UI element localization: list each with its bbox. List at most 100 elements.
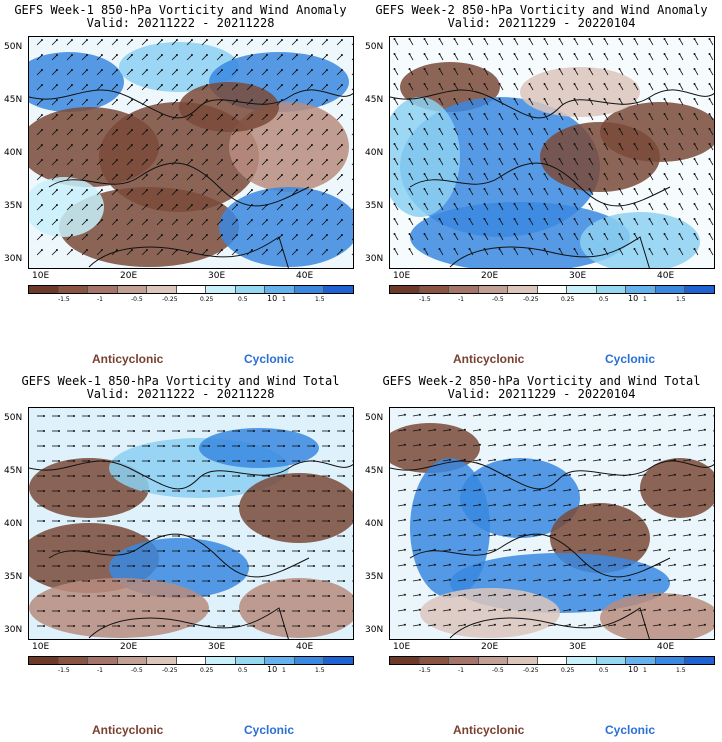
wind-vector — [261, 69, 268, 76]
wind-vector-head — [85, 249, 88, 252]
wind-vector-head — [693, 217, 696, 220]
wind-vector-head — [88, 430, 90, 432]
wind-vector — [412, 489, 420, 492]
wind-vector-head — [483, 112, 486, 115]
wind-vector-head — [648, 217, 651, 220]
wind-vector — [96, 204, 103, 211]
wind-vector-head — [310, 249, 313, 252]
wind-vector-head — [438, 82, 441, 85]
wind-vector — [592, 564, 600, 567]
wind-vector — [351, 88, 353, 91]
wind-vector-head — [448, 473, 451, 476]
wind-vector — [141, 174, 148, 181]
wind-vector-head — [148, 565, 150, 567]
colorbar-label: -0.25 — [162, 667, 178, 674]
wind-vector-head — [433, 533, 436, 536]
wind-vector-head — [343, 595, 345, 597]
wind-vector-head — [40, 99, 43, 102]
wind-vector — [66, 189, 73, 196]
wind-vector-head — [298, 520, 300, 522]
wind-vector — [81, 219, 88, 226]
wind-vector-head — [220, 129, 223, 132]
wind-vector-head — [100, 99, 103, 102]
wind-vector — [216, 84, 223, 91]
wind-vector-head — [343, 550, 345, 552]
wind-vector-head — [250, 159, 253, 162]
wind-vector-head — [235, 39, 238, 42]
wind-vector — [559, 188, 564, 196]
wind-vector — [336, 144, 343, 151]
wind-vector — [171, 129, 178, 136]
wind-vector — [336, 54, 343, 61]
wind-vector-head — [190, 114, 193, 117]
wind-vector — [351, 163, 353, 166]
wind-vector — [321, 174, 328, 181]
wind-vector — [51, 219, 58, 226]
wind-vector — [484, 248, 489, 256]
wind-vector-head — [498, 67, 501, 70]
wind-vector — [246, 54, 253, 61]
wind-vector-head — [538, 518, 541, 521]
wind-vector-head — [588, 82, 591, 85]
wind-vector-head — [673, 578, 676, 581]
wind-vector-head — [175, 54, 178, 57]
colorbar-label: -1 — [97, 296, 103, 303]
wind-vector-head — [175, 234, 178, 237]
wind-vector — [397, 609, 405, 612]
wind-vector-head — [583, 458, 586, 461]
wind-vector-head — [678, 232, 681, 235]
wind-vector-head — [208, 580, 210, 582]
wind-vector-head — [328, 535, 330, 537]
wind-vector — [412, 519, 420, 522]
wind-vector — [664, 83, 669, 91]
wind-vector-head — [598, 473, 601, 476]
wind-vector — [336, 99, 343, 106]
wind-vector — [544, 68, 549, 76]
wind-vector-head — [148, 505, 150, 507]
wind-vector-head — [478, 443, 481, 446]
wind-vector-head — [148, 580, 150, 582]
wind-vector-head — [543, 187, 546, 190]
wind-vector-head — [703, 443, 706, 446]
wind-vector — [577, 564, 585, 567]
wind-vector — [682, 534, 690, 537]
wind-vector-head — [328, 625, 330, 627]
wind-vector-head — [438, 172, 441, 175]
wind-vector — [231, 159, 238, 166]
wind-vector-head — [340, 159, 343, 162]
wind-vector — [484, 83, 489, 91]
wind-vector-head — [130, 99, 133, 102]
wind-vector-head — [478, 548, 481, 551]
wind-vector — [472, 459, 480, 462]
wind-vector-head — [343, 415, 345, 417]
wind-vector-head — [163, 565, 165, 567]
wind-vector-head — [658, 608, 661, 611]
wind-vector — [607, 474, 615, 477]
wind-vector-head — [708, 142, 711, 145]
wind-vector — [679, 113, 684, 121]
wind-vector-head — [448, 503, 451, 506]
wind-vector-head — [250, 144, 253, 147]
wind-vector — [667, 609, 675, 612]
wind-vector-head — [310, 129, 313, 132]
wind-vector-head — [148, 445, 150, 447]
colorbar-scale-note: 10 — [267, 665, 278, 674]
wind-vector — [276, 189, 283, 196]
vorticity-region — [239, 578, 353, 638]
wind-vector — [559, 218, 564, 226]
wind-vector-head — [175, 204, 178, 207]
wind-vector — [81, 204, 88, 211]
wind-vector — [574, 143, 579, 151]
wind-vector — [171, 204, 178, 211]
wind-vector-head — [523, 458, 526, 461]
wind-vector — [604, 143, 609, 151]
wind-vector — [547, 549, 555, 552]
wind-vector-head — [583, 623, 586, 626]
wind-vector — [306, 174, 313, 181]
wind-vector — [126, 219, 133, 226]
wind-vector — [351, 118, 353, 121]
wind-vector-head — [340, 54, 343, 57]
wind-vector-head — [100, 114, 103, 117]
wind-vector-head — [478, 488, 481, 491]
wind-vector — [529, 83, 534, 91]
